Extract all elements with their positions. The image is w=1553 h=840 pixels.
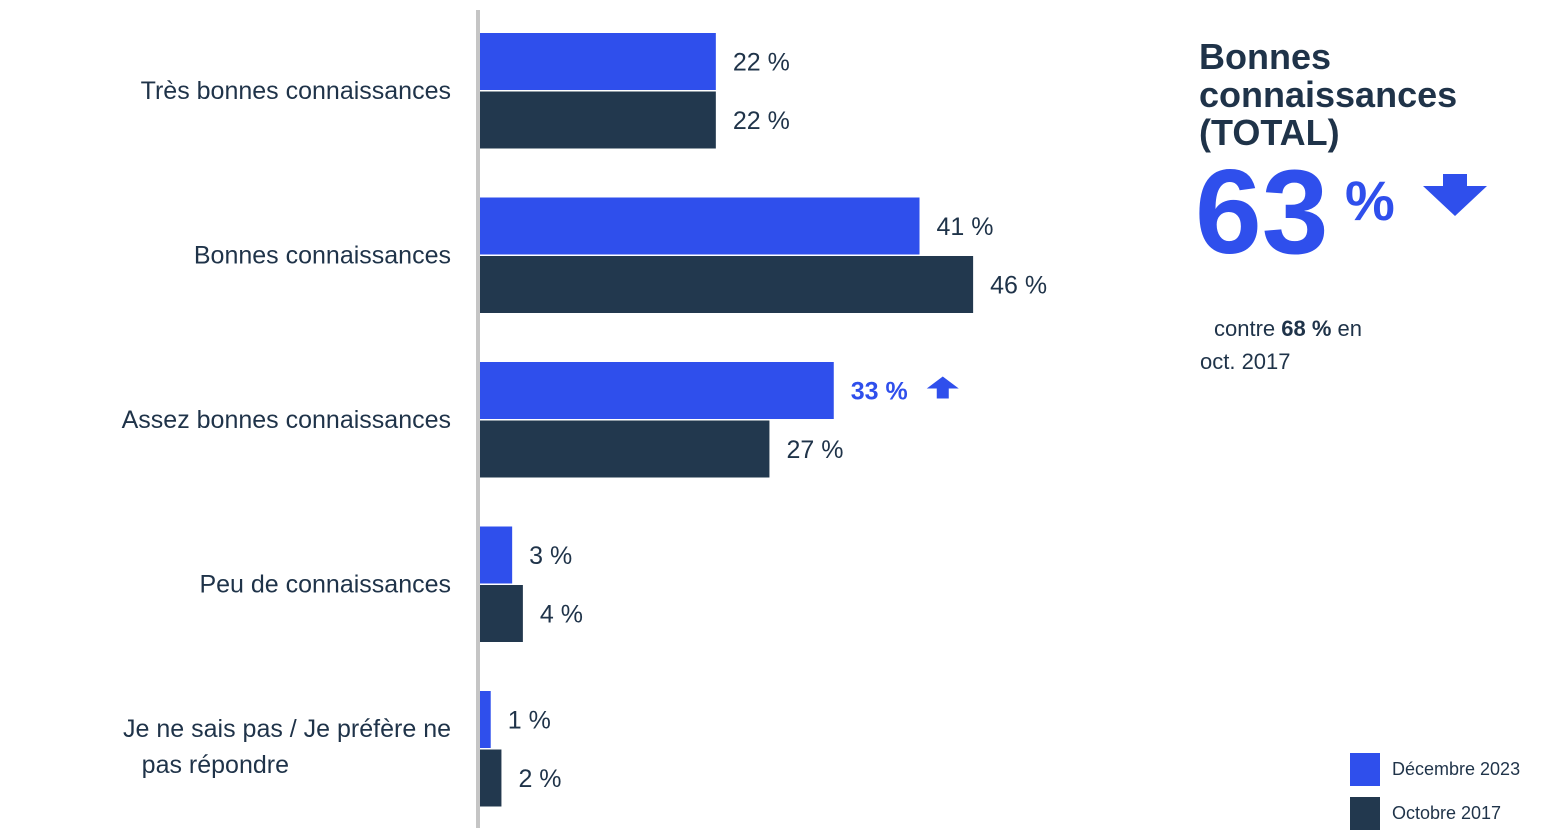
kpi-note-date: oct. 2017 <box>1200 349 1291 374</box>
kpi-note-prefix: contre <box>1214 316 1282 341</box>
data-label: 41 % <box>937 213 994 241</box>
bar <box>480 33 716 90</box>
kpi-note-suffix: en <box>1331 316 1363 341</box>
data-label: 1 % <box>508 707 551 735</box>
legend: Décembre 2023 Octobre 2017 <box>1350 752 1520 840</box>
data-label: 46 % <box>990 272 1047 300</box>
category-label: Très bonnes connaissances <box>141 77 451 105</box>
legend-label: Octobre 2017 <box>1392 802 1502 823</box>
data-label: 4 % <box>540 601 583 629</box>
data-label: 2 % <box>518 765 561 793</box>
category-label: Bonnes connaissances <box>194 241 451 269</box>
legend-swatch <box>1350 796 1380 830</box>
bar <box>480 362 834 419</box>
legend-item-dec-2023: Décembre 2023 <box>1350 752 1520 786</box>
kpi-unit: % <box>1345 169 1395 232</box>
category-label: Peu de connaissances <box>199 570 451 598</box>
data-label: 22 % <box>733 107 790 135</box>
data-label: 3 % <box>529 542 572 570</box>
category-label: Assez bonnes connaissances <box>122 406 451 434</box>
bar <box>480 256 974 313</box>
kpi-note-value: 68 % <box>1281 316 1332 341</box>
data-label: 33 % <box>851 378 908 406</box>
data-label: 27 % <box>786 436 843 464</box>
kpi-value-row: 63 % <box>1195 152 1539 278</box>
down-arrow-icon <box>1423 174 1487 216</box>
legend-swatch <box>1350 752 1380 786</box>
kpi-panel: Bonnes connaissances (TOTAL) 63 % <box>1195 36 1539 278</box>
up-arrow-icon <box>926 376 959 399</box>
data-label: 22 % <box>733 49 790 77</box>
legend-item-oct-2017: Octobre 2017 <box>1350 796 1520 830</box>
kpi-comparison-note: contre 68 % en oct. 2017 <box>1200 312 1474 378</box>
bar <box>480 197 920 255</box>
legend-label: Décembre 2023 <box>1392 758 1521 779</box>
kpi-title: Bonnes connaissances (TOTAL) <box>1199 36 1458 153</box>
bar <box>480 420 770 478</box>
bar <box>480 749 502 807</box>
kpi-value: 63 <box>1195 145 1329 279</box>
bar <box>480 691 491 748</box>
bar <box>480 526 513 584</box>
category-label: Je ne sais pas / Je préfère ne pas répond… <box>123 715 451 779</box>
bar <box>480 585 523 642</box>
bar-chart: Très bonnes connaissances 22 % 22 % Bonnes … <box>122 10 1047 828</box>
bar <box>480 91 716 149</box>
